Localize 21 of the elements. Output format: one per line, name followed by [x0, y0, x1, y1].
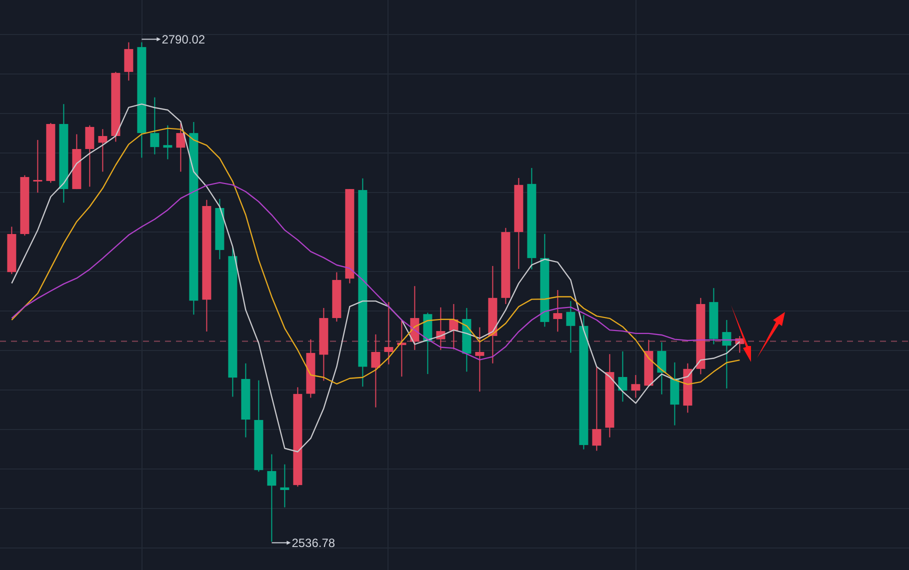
candlestick [592, 366, 602, 452]
candlestick [475, 326, 484, 392]
candlestick [176, 122, 186, 172]
candlestick [85, 124, 94, 188]
candlestick [384, 302, 394, 365]
candlestick [631, 374, 640, 398]
candlestick [163, 124, 172, 160]
candlestick [33, 139, 42, 194]
candlestick [267, 454, 276, 542]
candlestick [124, 42, 134, 82]
annotation: 2790.02 [162, 32, 206, 46]
annotation: 2536.78 [292, 536, 336, 550]
candlestick [553, 290, 562, 332]
candlestick [722, 320, 732, 389]
candlestick [98, 128, 108, 172]
candlestick [566, 300, 576, 354]
candlestick [657, 342, 666, 395]
candlestick [280, 464, 290, 508]
candlestick [150, 96, 160, 155]
candlestick [618, 350, 628, 402]
candlestick [371, 334, 380, 408]
